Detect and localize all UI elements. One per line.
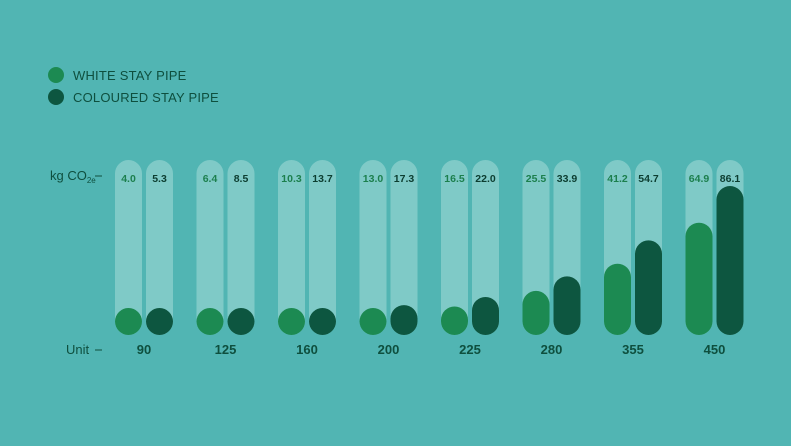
x-tick-label-355: 355 (622, 342, 644, 357)
x-axis-label: Unit (66, 342, 90, 357)
bar-90-coloured[interactable] (146, 308, 173, 335)
bar-track-225-coloured (472, 160, 499, 335)
value-label-450-coloured: 86.1 (720, 173, 741, 185)
bar-225-coloured[interactable] (472, 296, 499, 335)
legend: WHITE STAY PIPE COLOURED STAY PIPE (48, 64, 219, 108)
bar-track-200-coloured (390, 160, 418, 335)
x-tick-label-125: 125 (215, 342, 237, 357)
bar-280-white[interactable] (522, 290, 550, 335)
bar-125-coloured[interactable] (227, 308, 255, 335)
bar-160-white[interactable] (278, 308, 305, 335)
value-label-355-coloured: 54.7 (638, 173, 659, 185)
y-axis-label: kg CO2e (50, 168, 96, 185)
legend-label-white: WHITE STAY PIPE (73, 67, 187, 83)
bar-90-white[interactable] (115, 308, 142, 335)
value-label-125-coloured: 8.5 (234, 173, 249, 185)
legend-swatch-coloured (48, 89, 64, 105)
value-label-200-coloured: 17.3 (394, 173, 415, 185)
value-label-355-white: 41.2 (607, 173, 628, 185)
value-label-90-white: 4.0 (121, 173, 136, 185)
bar-200-white[interactable] (359, 308, 387, 335)
bar-track-160-white (278, 160, 305, 335)
bar-225-white[interactable] (441, 306, 468, 335)
bar-450-white[interactable] (685, 222, 713, 335)
x-tick-label-90: 90 (137, 342, 151, 357)
bar-280-coloured[interactable] (553, 276, 581, 335)
value-label-280-coloured: 33.9 (557, 173, 578, 185)
legend-label-coloured: COLOURED STAY PIPE (73, 89, 219, 105)
x-tick-label-160: 160 (296, 342, 318, 357)
bar-355-white[interactable] (604, 263, 631, 335)
bar-track-125-white (196, 160, 224, 335)
value-label-160-coloured: 13.7 (312, 173, 333, 185)
bar-355-coloured[interactable] (635, 240, 662, 335)
legend-item-white-stay-pipe[interactable]: WHITE STAY PIPE (48, 64, 219, 86)
bar-160-coloured[interactable] (309, 308, 336, 335)
legend-item-coloured-stay-pipe[interactable]: COLOURED STAY PIPE (48, 86, 219, 108)
bar-450-coloured[interactable] (716, 186, 744, 335)
x-tick-label-280: 280 (541, 342, 563, 357)
value-label-200-white: 13.0 (363, 173, 384, 185)
value-label-90-coloured: 5.3 (152, 173, 167, 185)
value-label-225-white: 16.5 (444, 173, 465, 185)
value-label-160-white: 10.3 (281, 173, 302, 185)
x-tick-label-450: 450 (704, 342, 726, 357)
bar-track-160-coloured (309, 160, 336, 335)
value-label-280-white: 25.5 (526, 173, 547, 185)
bar-track-90-coloured (146, 160, 173, 335)
bar-track-90-white (115, 160, 142, 335)
value-label-225-coloured: 22.0 (475, 173, 496, 185)
bar-200-coloured[interactable] (390, 305, 418, 335)
bar-track-225-white (441, 160, 468, 335)
x-tick-label-200: 200 (378, 342, 400, 357)
bar-track-125-coloured (227, 160, 255, 335)
bar-125-white[interactable] (196, 308, 224, 335)
bar-track-280-white (522, 160, 550, 335)
legend-swatch-white (48, 67, 64, 83)
value-label-125-white: 6.4 (203, 173, 218, 185)
bar-track-200-white (359, 160, 387, 335)
x-tick-label-225: 225 (459, 342, 481, 357)
value-label-450-white: 64.9 (689, 173, 710, 185)
